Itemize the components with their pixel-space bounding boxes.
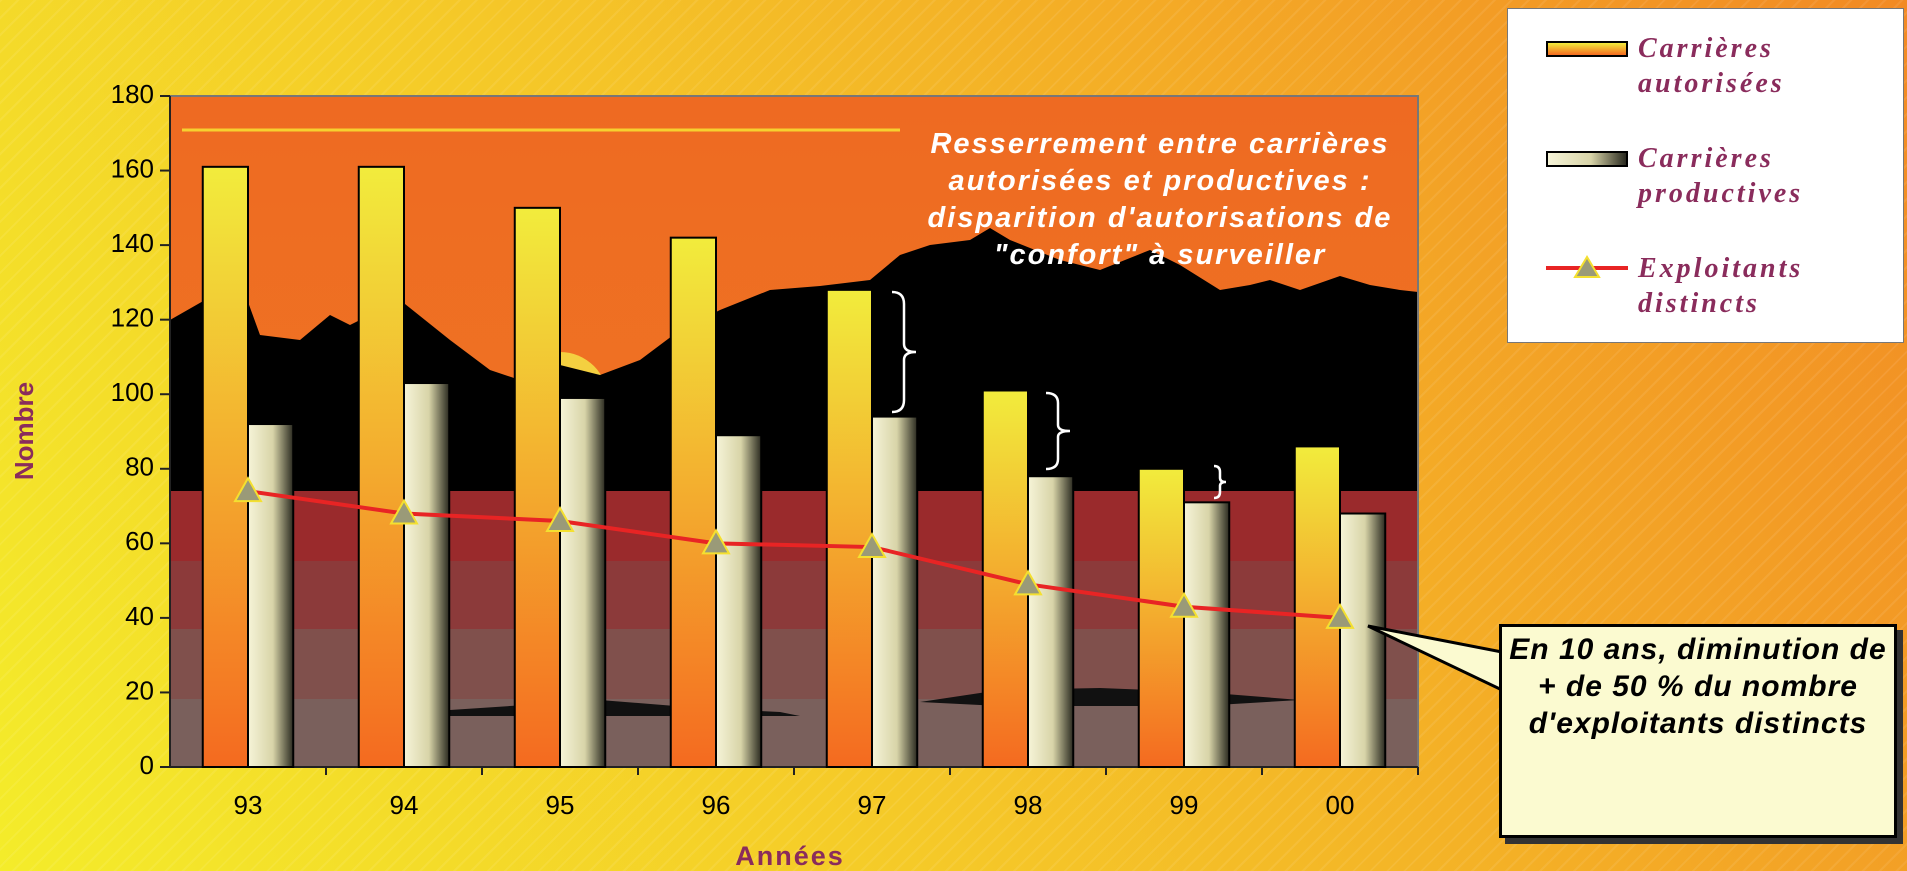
bar: [247, 423, 295, 768]
bar: [825, 288, 874, 768]
legend-item: Exploitants distincts: [1546, 251, 1888, 321]
y-tick-label: 120: [111, 303, 154, 333]
y-tick-label: 20: [125, 675, 154, 705]
bar: [513, 206, 562, 769]
bar: [1293, 445, 1342, 768]
line: [247, 489, 1341, 620]
x-tick-label: 96: [702, 790, 731, 820]
y-tick-label: 160: [111, 153, 154, 183]
x-tick-label: 95: [546, 790, 575, 820]
legend-swatch: [1546, 255, 1628, 281]
x-tick-label: 98: [1014, 790, 1043, 820]
x-tick-label: 94: [390, 790, 419, 820]
legend-item: Carrières productives: [1546, 141, 1888, 211]
y-tick-label: 100: [111, 377, 154, 407]
line-marker: [389, 498, 419, 525]
y-tick-label: 80: [125, 452, 154, 482]
legend-swatch: [1546, 41, 1628, 57]
y-tick-label: 0: [140, 750, 154, 780]
y-tick-label: 180: [111, 79, 154, 109]
bar: [201, 165, 249, 769]
bar: [403, 382, 451, 768]
line-marker: [233, 476, 263, 503]
legend-label: Carrières autorisées: [1638, 33, 1785, 99]
x-tick-label: 93: [234, 790, 263, 820]
y-axis-label: Nombre: [9, 382, 39, 480]
callout: En 10 ans, diminution de + de 50 % du no…: [1499, 624, 1897, 838]
line-marker: [857, 532, 887, 559]
bar: [1027, 475, 1075, 768]
legend-item: Carrières autorisées: [1546, 31, 1888, 101]
x-tick-label: 97: [858, 790, 887, 820]
x-axis-label: Années: [735, 841, 845, 871]
line-marker: [701, 528, 731, 555]
bar: [1183, 501, 1231, 768]
y-tick-label: 40: [125, 601, 154, 631]
bar: [1339, 512, 1387, 768]
annotation: Resserrement entre carrières autorisées …: [927, 128, 1393, 271]
y-tick-label: 60: [125, 526, 154, 556]
marks: 0 20 40 60 80 100 120 140 160 180 93 94 95 96 97 98 99 00: [111, 79, 1419, 820]
legend: Carrières autorisées Carrières productive…: [1507, 8, 1904, 343]
bar: [715, 434, 763, 768]
legend-label: Exploitants distincts: [1638, 253, 1804, 319]
legend-swatch: [1546, 151, 1628, 167]
bar: [559, 396, 607, 768]
line-marker: [1013, 569, 1043, 596]
braces: [891, 290, 1227, 500]
x-tick-label: 99: [1170, 790, 1199, 820]
bar: [669, 236, 718, 768]
x-tick-label: 00: [1326, 790, 1355, 820]
line-marker: [1169, 591, 1199, 618]
bar: [871, 415, 919, 768]
legend-label: Carrières productives: [1638, 143, 1804, 209]
line-marker: [1325, 602, 1355, 629]
line-marker: [545, 505, 575, 532]
bar: [1137, 467, 1186, 768]
bar: [357, 165, 406, 769]
y-tick-label: 140: [111, 228, 154, 258]
